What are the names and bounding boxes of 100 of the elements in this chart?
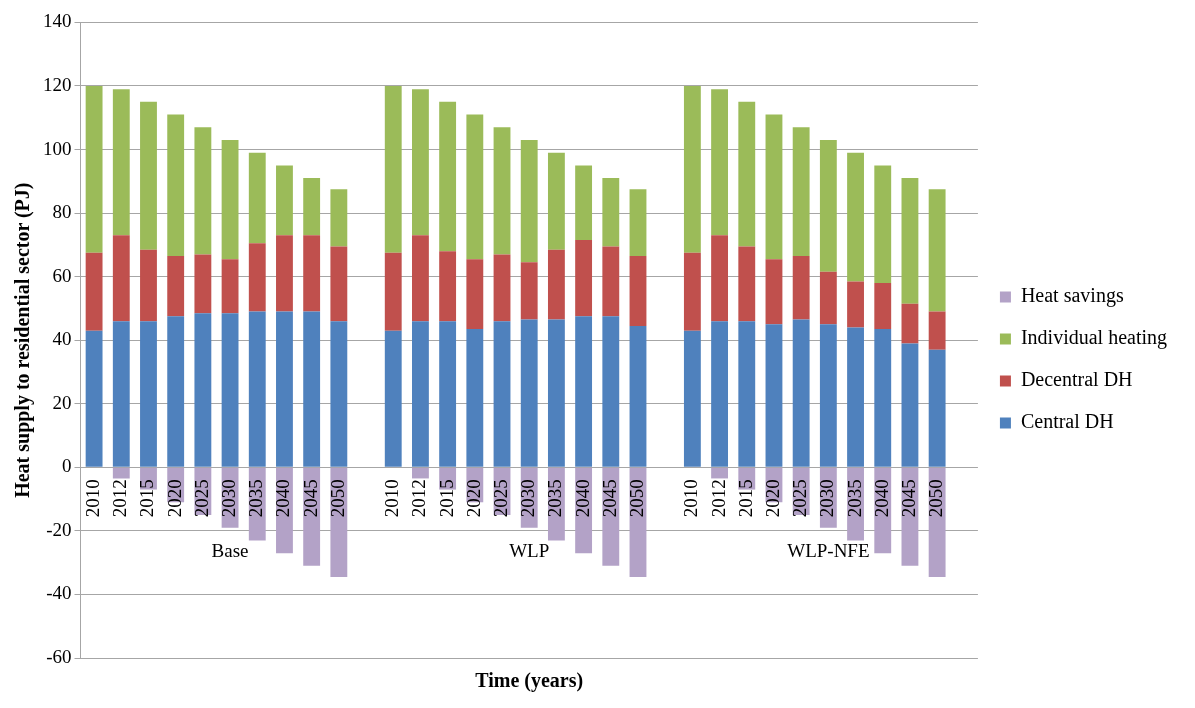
bar <box>901 303 919 344</box>
bar <box>221 259 239 314</box>
legend-label: Heat savings <box>1020 284 1124 308</box>
bar <box>221 313 239 467</box>
bar <box>792 319 810 467</box>
bar <box>85 252 103 331</box>
x-tick-label: 2030 <box>816 479 838 518</box>
x-tick-label: 2030 <box>218 479 240 518</box>
bar <box>276 165 293 236</box>
bar <box>874 283 892 330</box>
x-tick-label: 2040 <box>272 479 294 518</box>
x-tick-label: 2010 <box>82 479 104 518</box>
bar <box>575 240 593 317</box>
x-tick-label: 2035 <box>544 479 566 518</box>
y-tick-label: -20 <box>46 518 72 540</box>
bar <box>112 321 130 467</box>
bar <box>683 330 701 467</box>
bar <box>819 324 837 467</box>
y-tick-label: 80 <box>52 201 72 223</box>
bar <box>493 321 511 467</box>
bar <box>330 246 348 322</box>
bar <box>140 101 157 250</box>
y-tick-label: 0 <box>62 455 72 477</box>
y-tick-label: 40 <box>52 328 72 350</box>
bar <box>194 127 212 255</box>
bar <box>112 467 130 479</box>
bar <box>167 255 185 317</box>
bar <box>901 343 919 467</box>
bar <box>248 152 266 244</box>
annotation: WLP <box>509 539 550 561</box>
bar <box>575 165 593 241</box>
bar <box>276 311 293 467</box>
bar <box>847 152 864 282</box>
x-tick-label: 2050 <box>326 479 348 518</box>
bar <box>765 259 783 325</box>
bar <box>412 467 429 479</box>
x-tick-label: 2015 <box>435 479 457 518</box>
x-tick-label: 2012 <box>109 479 131 518</box>
x-tick-label: 2045 <box>299 479 321 518</box>
x-tick-label: 2010 <box>381 479 403 518</box>
legend-label: Decentral DH <box>1020 368 1133 391</box>
bar <box>493 254 511 322</box>
x-tick-label: 2010 <box>680 479 702 518</box>
bar <box>928 189 946 312</box>
x-axis-title: Time (years) <box>475 669 584 693</box>
bar <box>112 89 130 236</box>
bar <box>466 259 484 330</box>
bar <box>629 325 647 467</box>
y-tick-label: 120 <box>43 73 72 95</box>
bar <box>140 249 157 322</box>
bar <box>711 467 729 479</box>
x-tick-label: 2025 <box>490 479 511 518</box>
bar <box>167 316 185 467</box>
bar <box>765 114 783 260</box>
bar <box>303 311 321 467</box>
bar <box>901 178 919 304</box>
bar <box>493 127 511 255</box>
bar <box>140 321 157 467</box>
annotation: WLP-NFE <box>787 539 870 561</box>
bar <box>439 101 457 252</box>
bar <box>874 165 892 283</box>
bar <box>167 114 185 256</box>
bar <box>439 321 457 467</box>
bar <box>194 254 212 314</box>
y-tick-label: 20 <box>52 391 72 413</box>
x-tick-label: 2030 <box>517 479 539 518</box>
bar <box>629 255 647 326</box>
bar <box>847 327 864 467</box>
bar <box>412 89 429 236</box>
bar <box>547 319 565 467</box>
x-tick-label: 2015 <box>734 479 756 518</box>
bar <box>928 311 946 350</box>
bar <box>602 246 620 317</box>
bar <box>466 329 484 467</box>
y-tick-label: 60 <box>52 264 72 286</box>
y-tick-label: 140 <box>43 10 72 32</box>
legend-label: Individual heating <box>1020 326 1167 350</box>
bar <box>874 329 892 467</box>
x-tick-label: 2045 <box>897 479 919 518</box>
bar <box>112 235 130 322</box>
bar <box>765 324 783 467</box>
bar <box>738 101 756 247</box>
bar <box>711 321 729 467</box>
x-tick-label: 2050 <box>625 479 647 518</box>
bar <box>520 262 538 320</box>
y-tick-label: -40 <box>46 582 72 604</box>
x-tick-label: 2035 <box>245 479 267 518</box>
bar <box>303 235 321 312</box>
bar <box>303 178 321 236</box>
bar <box>602 178 620 247</box>
bar <box>711 89 729 236</box>
bar <box>629 189 647 256</box>
x-tick-label: 2040 <box>870 479 892 518</box>
x-tick-label: 2025 <box>789 479 811 518</box>
bar <box>819 139 837 272</box>
bar <box>738 246 756 322</box>
bar <box>575 316 593 467</box>
bar <box>85 85 103 253</box>
bar <box>792 255 810 320</box>
bar <box>683 85 701 253</box>
